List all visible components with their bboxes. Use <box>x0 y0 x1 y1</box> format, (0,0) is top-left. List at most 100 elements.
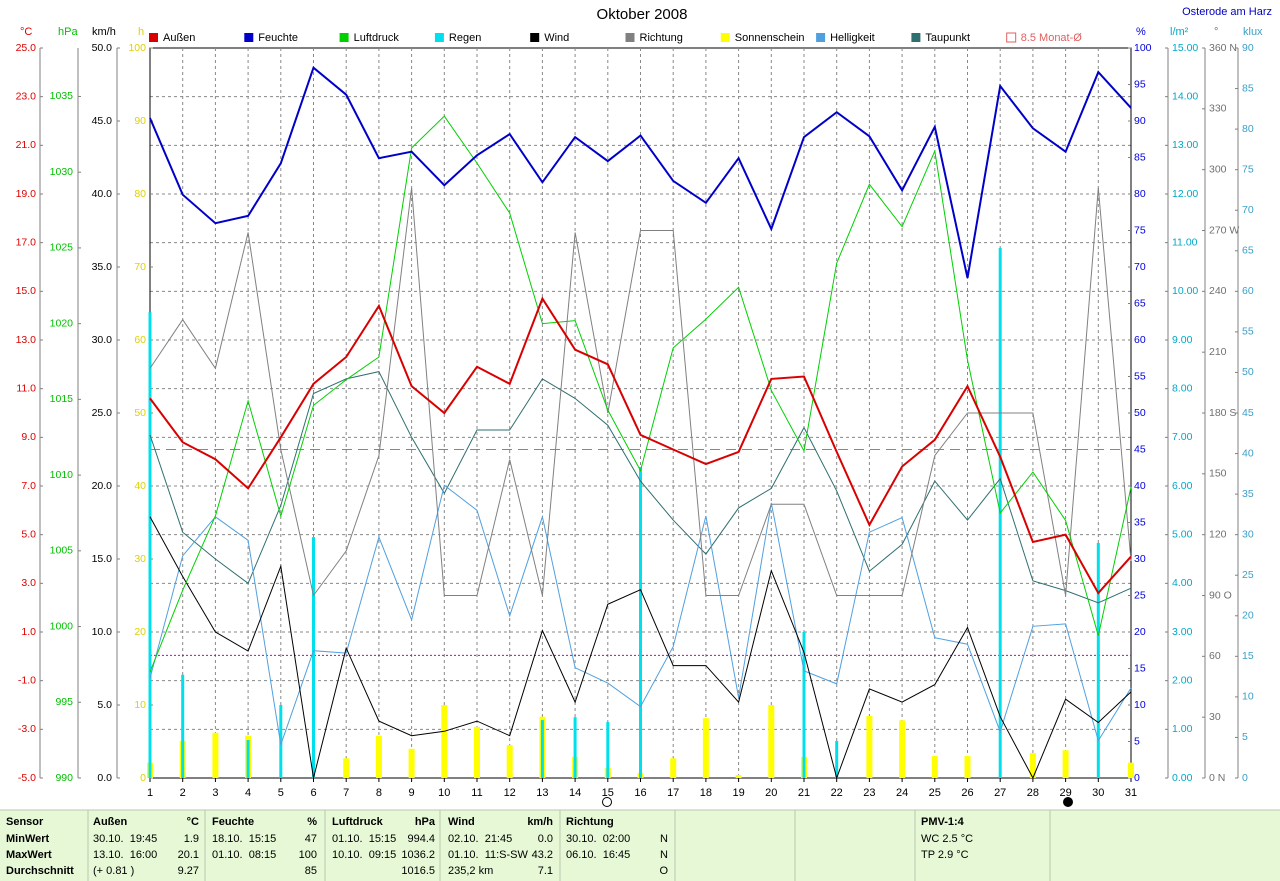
y-tick-label: 20.0 <box>92 480 113 492</box>
y-tick-label: 25 <box>1134 589 1146 601</box>
y-tick-label: 50 <box>1242 366 1254 378</box>
table-header: Luftdruck <box>332 816 384 828</box>
table-header: °C <box>187 816 199 828</box>
x-tick-label: 14 <box>569 787 581 799</box>
axis-unit: °C <box>20 26 32 38</box>
y-tick-label: 3.00 <box>1172 626 1193 638</box>
series-line <box>149 296 1132 595</box>
bar <box>573 717 577 778</box>
y-tick-label: 30 <box>1209 711 1221 723</box>
series-line <box>149 115 1132 673</box>
y-tick-label: 0 <box>1134 772 1140 784</box>
y-tick-label: 330 <box>1209 103 1227 115</box>
y-tick-label: -5.0 <box>18 772 36 784</box>
x-tick-label: 12 <box>504 787 516 799</box>
table-cell: 06.10. 16:45 <box>566 849 630 861</box>
y-tick-label: 30 <box>1242 528 1254 540</box>
table-header: Wind <box>448 816 475 828</box>
y-tick-label: 45.0 <box>92 115 113 127</box>
bar <box>408 748 415 778</box>
y-tick-label: 15.0 <box>16 285 37 297</box>
y-tick-label: 15.00 <box>1172 42 1198 54</box>
y-tick-label: 65 <box>1242 245 1254 257</box>
x-tick-label: 9 <box>409 787 415 799</box>
y-tick-label: 25 <box>1242 569 1254 581</box>
y-tick-label: 7.0 <box>21 480 36 492</box>
y-tick-label: 25.0 <box>16 42 37 54</box>
bar <box>899 720 906 778</box>
table-cell: TP 2.9 °C <box>921 849 969 861</box>
y-tick-label: 270 W <box>1209 224 1239 236</box>
y-tick-label: 35 <box>1242 488 1254 500</box>
y-tick-label: 60 <box>1134 334 1146 346</box>
y-tick-label: 180 S <box>1209 407 1236 419</box>
table-cell: O <box>659 865 668 877</box>
y-tick-label: 50.0 <box>92 42 113 54</box>
bar <box>1128 762 1134 778</box>
legend-label: Taupunkt <box>925 32 970 44</box>
y-tick-label: 30 <box>134 553 146 565</box>
table-cell: 100 <box>299 849 317 861</box>
table-header: Sensor <box>6 816 44 828</box>
y-tick-label: 10 <box>1242 691 1254 703</box>
y-tick-label: 35.0 <box>92 261 113 273</box>
y-tick-label: 1.0 <box>21 626 36 638</box>
y-tick-label: 17.0 <box>16 236 37 248</box>
table-cell: 0.0 <box>538 833 553 845</box>
row-label: Durchschnitt <box>6 865 74 877</box>
y-tick-label: 1010 <box>50 469 74 481</box>
legend-swatch <box>434 33 444 42</box>
y-tick-label: 1030 <box>50 166 74 178</box>
x-tick-label: 22 <box>831 787 843 799</box>
x-tick-label: 8 <box>376 787 382 799</box>
y-tick-label: 1020 <box>50 317 74 329</box>
legend-swatch <box>530 33 540 42</box>
y-tick-label: 85 <box>1134 151 1146 163</box>
y-tick-label: 50 <box>1134 407 1146 419</box>
y-tick-label: 80 <box>1242 123 1254 135</box>
y-tick-label: 70 <box>1134 261 1146 273</box>
bar <box>312 537 315 778</box>
y-tick-label: 9.00 <box>1172 334 1193 346</box>
table-header: km/h <box>527 816 553 828</box>
bar <box>639 467 642 778</box>
y-tick-label: 80 <box>1134 188 1146 200</box>
table-cell: 13.10. 16:00 <box>93 849 157 861</box>
y-tick-label: 90 <box>1134 115 1146 127</box>
row-label: MinWert <box>6 833 50 845</box>
bar <box>931 756 938 778</box>
y-tick-label: 15 <box>1134 662 1146 674</box>
table-header: hPa <box>415 816 436 828</box>
y-tick-label: 0 <box>1242 772 1248 784</box>
table-cell: 10.10. 09:15 <box>332 849 396 861</box>
y-tick-label: 50 <box>134 407 146 419</box>
bar <box>802 632 806 778</box>
bar <box>606 722 610 778</box>
bar <box>835 741 839 778</box>
table-cell: 9.27 <box>178 865 199 877</box>
table-cell: 01.10. 11:S-SW <box>448 849 529 861</box>
legend-label: Sonnenschein <box>735 32 805 44</box>
legend-label: Richtung <box>640 32 683 44</box>
y-tick-label: 60 <box>1209 650 1221 662</box>
y-tick-label: 0.00 <box>1172 772 1193 784</box>
y-tick-label: 20 <box>1242 610 1254 622</box>
x-tick-label: 15 <box>602 787 614 799</box>
bar <box>702 718 709 778</box>
axis-unit: l/m² <box>1170 26 1189 38</box>
y-tick-label: 9.0 <box>21 431 36 443</box>
y-tick-label: 40 <box>1242 447 1254 459</box>
y-tick-label: 65 <box>1134 297 1146 309</box>
y-tick-label: 75 <box>1134 224 1146 236</box>
y-tick-label: 1000 <box>50 620 74 632</box>
y-tick-label: 14.00 <box>1172 90 1198 102</box>
table-cell: 01.10. 08:15 <box>212 849 276 861</box>
legend-swatch <box>244 33 254 42</box>
x-tick-label: 23 <box>863 787 875 799</box>
table-bg <box>0 810 1280 881</box>
y-tick-label: 6.00 <box>1172 480 1193 492</box>
axis-unit: h <box>138 26 144 38</box>
y-tick-label: 10.00 <box>1172 285 1198 297</box>
bar <box>670 758 677 778</box>
